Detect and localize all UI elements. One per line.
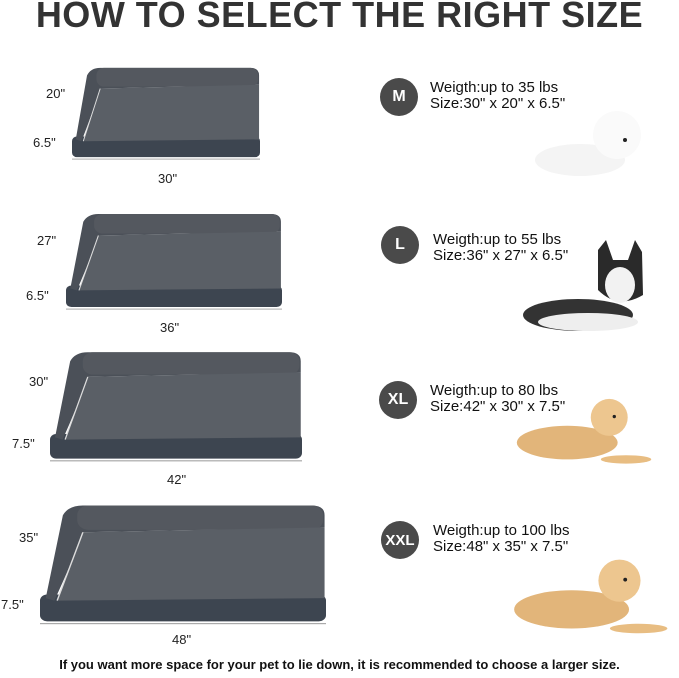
dog-image-xl <box>485 388 673 472</box>
width-label-xxl: 48" <box>172 632 192 647</box>
depth-label-xl: 30" <box>29 374 49 389</box>
height-label-l: 6.5" <box>26 288 49 303</box>
depth-label-xxl: 35" <box>19 530 39 545</box>
dog-image-xxl <box>495 540 675 650</box>
bed-image-l <box>66 212 282 310</box>
height-label-xxl: 7.5" <box>1 597 24 612</box>
bed-image-xl <box>50 350 302 462</box>
size-badge-l: L <box>381 226 419 264</box>
depth-label-m: 20" <box>46 86 66 101</box>
size-text-l: Size:36" x 27" x 6.5" <box>433 247 569 264</box>
size-badge-xxl: XXL <box>381 521 419 559</box>
weight-text-xl: Weigth:up to 80 lbs <box>430 382 559 399</box>
weight-text-l: Weigth:up to 55 lbs <box>433 231 562 248</box>
width-label-xl: 42" <box>167 472 187 487</box>
dog-image-m <box>525 100 655 182</box>
height-label-xl: 7.5" <box>12 436 35 451</box>
size-badge-xl: XL <box>379 381 417 419</box>
size-text-m: Size:30" x 20" x 6.5" <box>430 95 566 112</box>
weight-text-m: Weigth:up to 35 lbs <box>430 79 559 96</box>
depth-label-l: 27" <box>37 233 57 248</box>
page-title: HOW TO SELECT THE RIGHT SIZE <box>35 0 644 35</box>
size-text-xl: Size:42" x 30" x 7.5" <box>430 398 566 415</box>
size-text-xxl: Size:48" x 35" x 7.5" <box>433 538 569 555</box>
footer-note: If you want more space for your pet to l… <box>59 657 620 672</box>
width-label-m: 30" <box>158 171 178 186</box>
dog-image-l <box>518 240 670 340</box>
weight-text-xxl: Weigth:up to 100 lbs <box>433 522 570 539</box>
height-label-m: 6.5" <box>33 135 56 150</box>
size-badge-m: M <box>380 78 418 116</box>
bed-image-xxl <box>40 503 326 625</box>
bed-image-m <box>72 66 260 160</box>
width-label-l: 36" <box>160 320 180 335</box>
